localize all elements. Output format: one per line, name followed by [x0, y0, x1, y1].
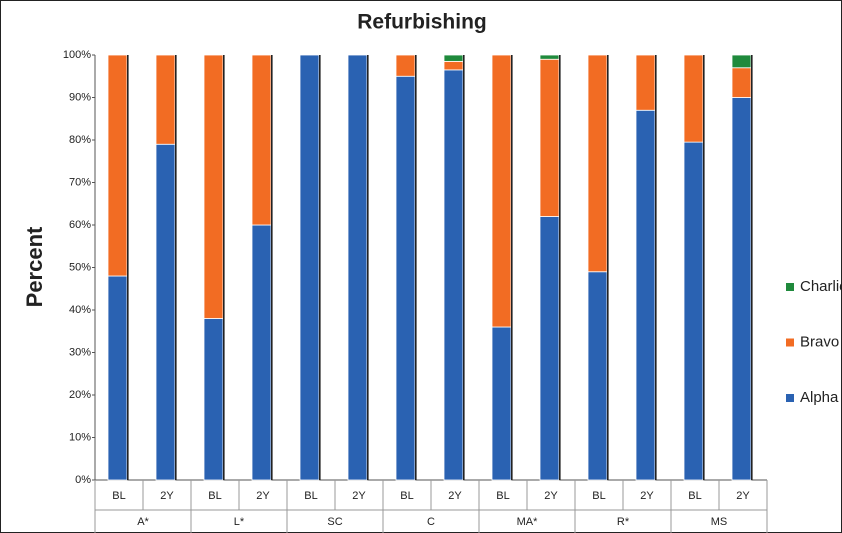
y-tick-label: 40%	[69, 304, 91, 316]
bar-segment	[635, 54, 656, 111]
y-axis-label: Percent	[22, 226, 47, 307]
bar-segment	[683, 141, 704, 481]
x-tick-label: BL	[304, 490, 317, 502]
x-tick-label: 2Y	[544, 490, 558, 502]
y-tick-label: 0%	[75, 474, 91, 486]
bar-segment	[539, 58, 560, 217]
bar-segment	[731, 54, 752, 69]
bar-segment	[203, 318, 224, 481]
legend-label: Bravo	[800, 333, 839, 350]
y-tick-label: 20%	[69, 389, 91, 401]
x-tick-label: BL	[208, 490, 221, 502]
group-label: MS	[711, 516, 728, 528]
y-tick-label: 80%	[69, 134, 91, 146]
x-tick-label: BL	[400, 490, 413, 502]
legend-label: Charlie	[800, 278, 842, 295]
legend-label: Alpha	[800, 389, 839, 406]
bar-segment	[491, 54, 512, 328]
x-tick-label: 2Y	[640, 490, 654, 502]
group-label: R*	[617, 516, 630, 528]
bar-segment	[443, 69, 464, 481]
bar-segment	[395, 75, 416, 481]
x-tick-label: 2Y	[736, 490, 750, 502]
y-tick-label: 30%	[69, 346, 91, 358]
legend-swatch	[786, 394, 794, 402]
bar-segment	[443, 60, 464, 71]
bar-segment	[587, 271, 608, 481]
y-tick-label: 50%	[69, 261, 91, 273]
bar-segment	[395, 54, 416, 77]
y-tick-label: 90%	[69, 91, 91, 103]
bar-segment	[155, 143, 176, 481]
bar-segment	[299, 54, 320, 481]
bar-segment	[443, 54, 464, 62]
chart-title: Refurbishing	[357, 11, 487, 34]
bar-segment	[107, 54, 128, 277]
bar-segment	[683, 54, 704, 143]
group-label: C	[427, 516, 435, 528]
bar-segment	[635, 109, 656, 481]
group-label: MA*	[517, 516, 539, 528]
y-tick-label: 100%	[63, 49, 91, 61]
bar-segment	[539, 216, 560, 481]
group-label: L*	[234, 516, 245, 528]
bar-segment	[731, 97, 752, 481]
bar-segment	[251, 224, 272, 481]
bar-segment	[203, 54, 224, 319]
bar-segment	[155, 54, 176, 145]
bar-segment	[539, 54, 560, 60]
x-tick-label: 2Y	[160, 490, 174, 502]
bar-segment	[107, 275, 128, 481]
bar-segment	[347, 54, 368, 481]
bar-segment	[251, 54, 272, 226]
bar-segment	[731, 67, 752, 98]
x-tick-label: BL	[496, 490, 509, 502]
y-tick-label: 70%	[69, 176, 91, 188]
bar-segment	[491, 326, 512, 481]
x-tick-label: 2Y	[256, 490, 270, 502]
group-label: SC	[327, 516, 342, 528]
y-tick-label: 60%	[69, 219, 91, 231]
group-label: A*	[137, 516, 149, 528]
y-tick-label: 10%	[69, 431, 91, 443]
legend-swatch	[786, 283, 794, 291]
x-tick-label: BL	[112, 490, 125, 502]
x-tick-label: BL	[688, 490, 701, 502]
legend-swatch	[786, 338, 794, 347]
bar-segment	[587, 54, 608, 273]
x-tick-label: 2Y	[448, 490, 462, 502]
x-tick-label: BL	[592, 490, 605, 502]
x-tick-label: 2Y	[352, 490, 366, 502]
